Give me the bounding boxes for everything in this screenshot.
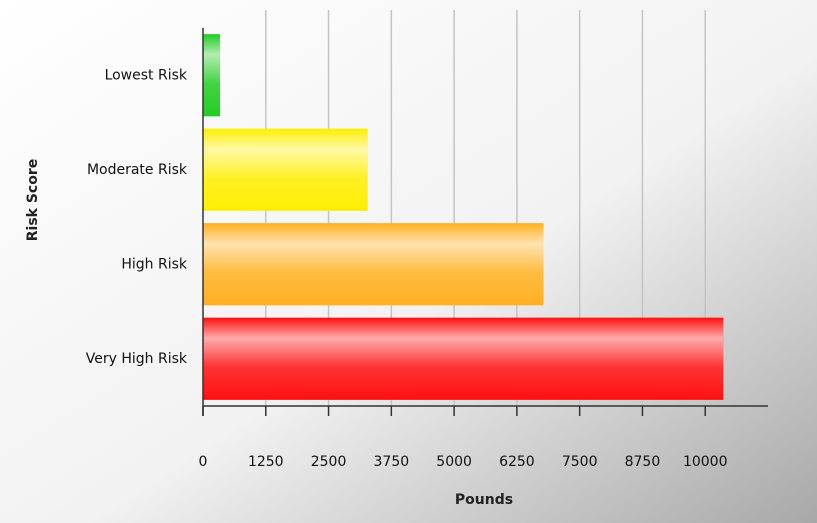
x-tick-label: 2500 (311, 454, 347, 470)
x-tick-label: 0 (199, 454, 208, 470)
x-tick-label: 3750 (374, 454, 410, 470)
y-axis-title: Risk Score (25, 159, 41, 242)
x-axis-title: Pounds (455, 492, 513, 508)
x-tick-label: 8750 (625, 454, 661, 470)
x-tick-label: 1250 (248, 454, 284, 470)
bar (203, 34, 221, 117)
bar (203, 317, 724, 400)
bar (203, 128, 368, 211)
bar (203, 223, 544, 306)
x-tick-label: 5000 (436, 454, 472, 470)
y-tick-label: Very High Risk (86, 351, 188, 367)
x-tick-label: 10000 (683, 454, 728, 470)
y-tick-label: Lowest Risk (105, 67, 188, 83)
y-tick-label: Moderate Risk (87, 162, 188, 178)
x-tick-label: 6250 (499, 454, 535, 470)
x-tick-label: 7500 (562, 454, 598, 470)
y-tick-label: High Risk (121, 256, 188, 272)
